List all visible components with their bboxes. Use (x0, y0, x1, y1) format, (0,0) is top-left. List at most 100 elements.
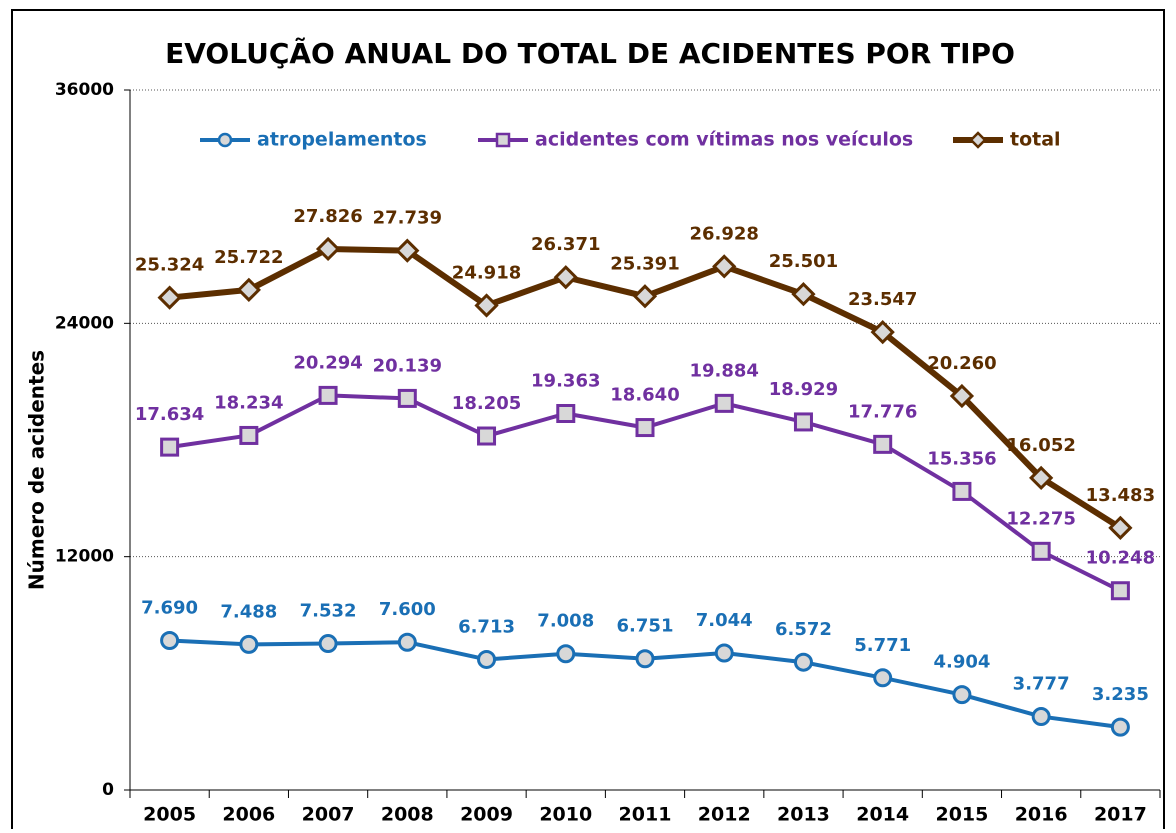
point-marker (395, 238, 420, 263)
point-marker (315, 236, 341, 262)
point-marker (1031, 707, 1051, 727)
y-tick-label: 36000 (55, 80, 114, 100)
legend-label: atropelamentos (257, 129, 427, 151)
data-label: 10.248 (1086, 548, 1155, 569)
data-label: 7.044 (696, 610, 753, 631)
point-marker (873, 434, 893, 454)
data-label: 23.547 (848, 289, 917, 310)
data-label: 7.690 (141, 597, 198, 618)
point-marker (239, 634, 259, 654)
point-marker (870, 320, 895, 345)
point-marker (236, 277, 261, 302)
data-label: 27.739 (373, 208, 442, 229)
point-marker (397, 388, 417, 408)
point-marker (1108, 515, 1133, 540)
data-label: 20.260 (927, 353, 996, 374)
data-label: 6.713 (458, 616, 515, 637)
data-label: 18.205 (452, 393, 521, 414)
y-axis-label: Número de acidentes (25, 350, 49, 590)
data-label: 20.139 (373, 355, 442, 376)
x-tick-label: 2009 (460, 804, 513, 826)
data-label: 12.275 (1006, 508, 1075, 529)
point-marker (1110, 717, 1130, 737)
data-label: 25.391 (610, 253, 679, 274)
x-tick-label: 2017 (1094, 804, 1147, 826)
x-tick-label: 2007 (302, 804, 355, 826)
point-marker (714, 643, 734, 663)
legend-label: total (1010, 129, 1061, 151)
y-tick-label: 12000 (55, 547, 114, 567)
data-label: 6.572 (775, 619, 832, 640)
data-label: 26.371 (531, 234, 600, 255)
x-tick-label: 2016 (1015, 804, 1068, 826)
point-marker (160, 437, 180, 457)
data-label: 5.771 (854, 635, 911, 656)
point-marker (1031, 541, 1051, 561)
point-marker (477, 649, 497, 669)
point-marker (873, 668, 893, 688)
x-tick-label: 2012 (698, 804, 751, 826)
data-label: 15.356 (927, 448, 996, 469)
x-tick-label: 2006 (222, 804, 275, 826)
chart-title: EVOLUÇÃO ANUAL DO TOTAL DE ACIDENTES POR… (165, 36, 1015, 70)
data-label: 27.826 (293, 206, 362, 227)
point-marker (793, 412, 813, 432)
point-marker (952, 481, 972, 501)
data-label: 24.918 (452, 262, 521, 283)
data-label: 7.532 (300, 601, 357, 622)
x-tick-label: 2014 (856, 804, 909, 826)
point-marker (1110, 581, 1130, 601)
point-marker (239, 425, 259, 445)
point-marker (157, 285, 182, 310)
data-label: 19.363 (531, 370, 600, 391)
point-marker (1029, 465, 1054, 490)
data-label: 25.501 (769, 251, 838, 272)
x-tick-label: 2015 (935, 804, 988, 826)
chart-border (11, 9, 1165, 833)
point-marker (477, 426, 497, 446)
point-marker (318, 634, 338, 654)
y-tick-label: 0 (102, 780, 114, 800)
data-label: 18.234 (214, 392, 283, 413)
data-label: 4.904 (933, 652, 990, 673)
data-label: 3.235 (1092, 684, 1149, 705)
data-label: 17.776 (848, 401, 917, 422)
point-marker (474, 293, 499, 318)
legend-marker (217, 132, 233, 148)
point-marker (553, 265, 578, 290)
point-marker (556, 644, 576, 664)
data-label: 18.929 (769, 379, 838, 400)
data-label: 16.052 (1006, 435, 1075, 456)
point-marker (714, 393, 734, 413)
point-marker (160, 630, 180, 650)
data-label: 6.751 (617, 616, 674, 637)
point-marker (791, 282, 816, 307)
data-label: 20.294 (293, 352, 362, 373)
point-marker (949, 383, 975, 409)
data-label: 25.324 (135, 255, 204, 276)
point-marker (635, 418, 655, 438)
legend-label: acidentes com vítimas nos veículos (535, 129, 913, 151)
x-tick-label: 2013 (777, 804, 830, 826)
legend-marker (495, 132, 511, 148)
x-tick-label: 2005 (143, 804, 196, 826)
data-label: 3.777 (1013, 674, 1070, 695)
point-marker (635, 649, 655, 669)
data-label: 18.640 (610, 385, 679, 406)
x-tick-label: 2010 (539, 804, 592, 826)
point-marker (318, 385, 338, 405)
data-label: 25.722 (214, 247, 283, 268)
point-marker (632, 284, 658, 309)
data-label: 7.008 (537, 611, 594, 632)
point-marker (712, 254, 737, 279)
point-marker (952, 685, 972, 705)
data-label: 26.928 (689, 223, 758, 244)
point-marker (793, 652, 813, 672)
data-label: 7.600 (379, 599, 436, 620)
point-marker (556, 403, 576, 423)
x-tick-label: 2011 (619, 804, 672, 826)
legend-marker (969, 131, 987, 149)
x-tick-label: 2008 (381, 804, 434, 826)
point-marker (397, 632, 417, 652)
